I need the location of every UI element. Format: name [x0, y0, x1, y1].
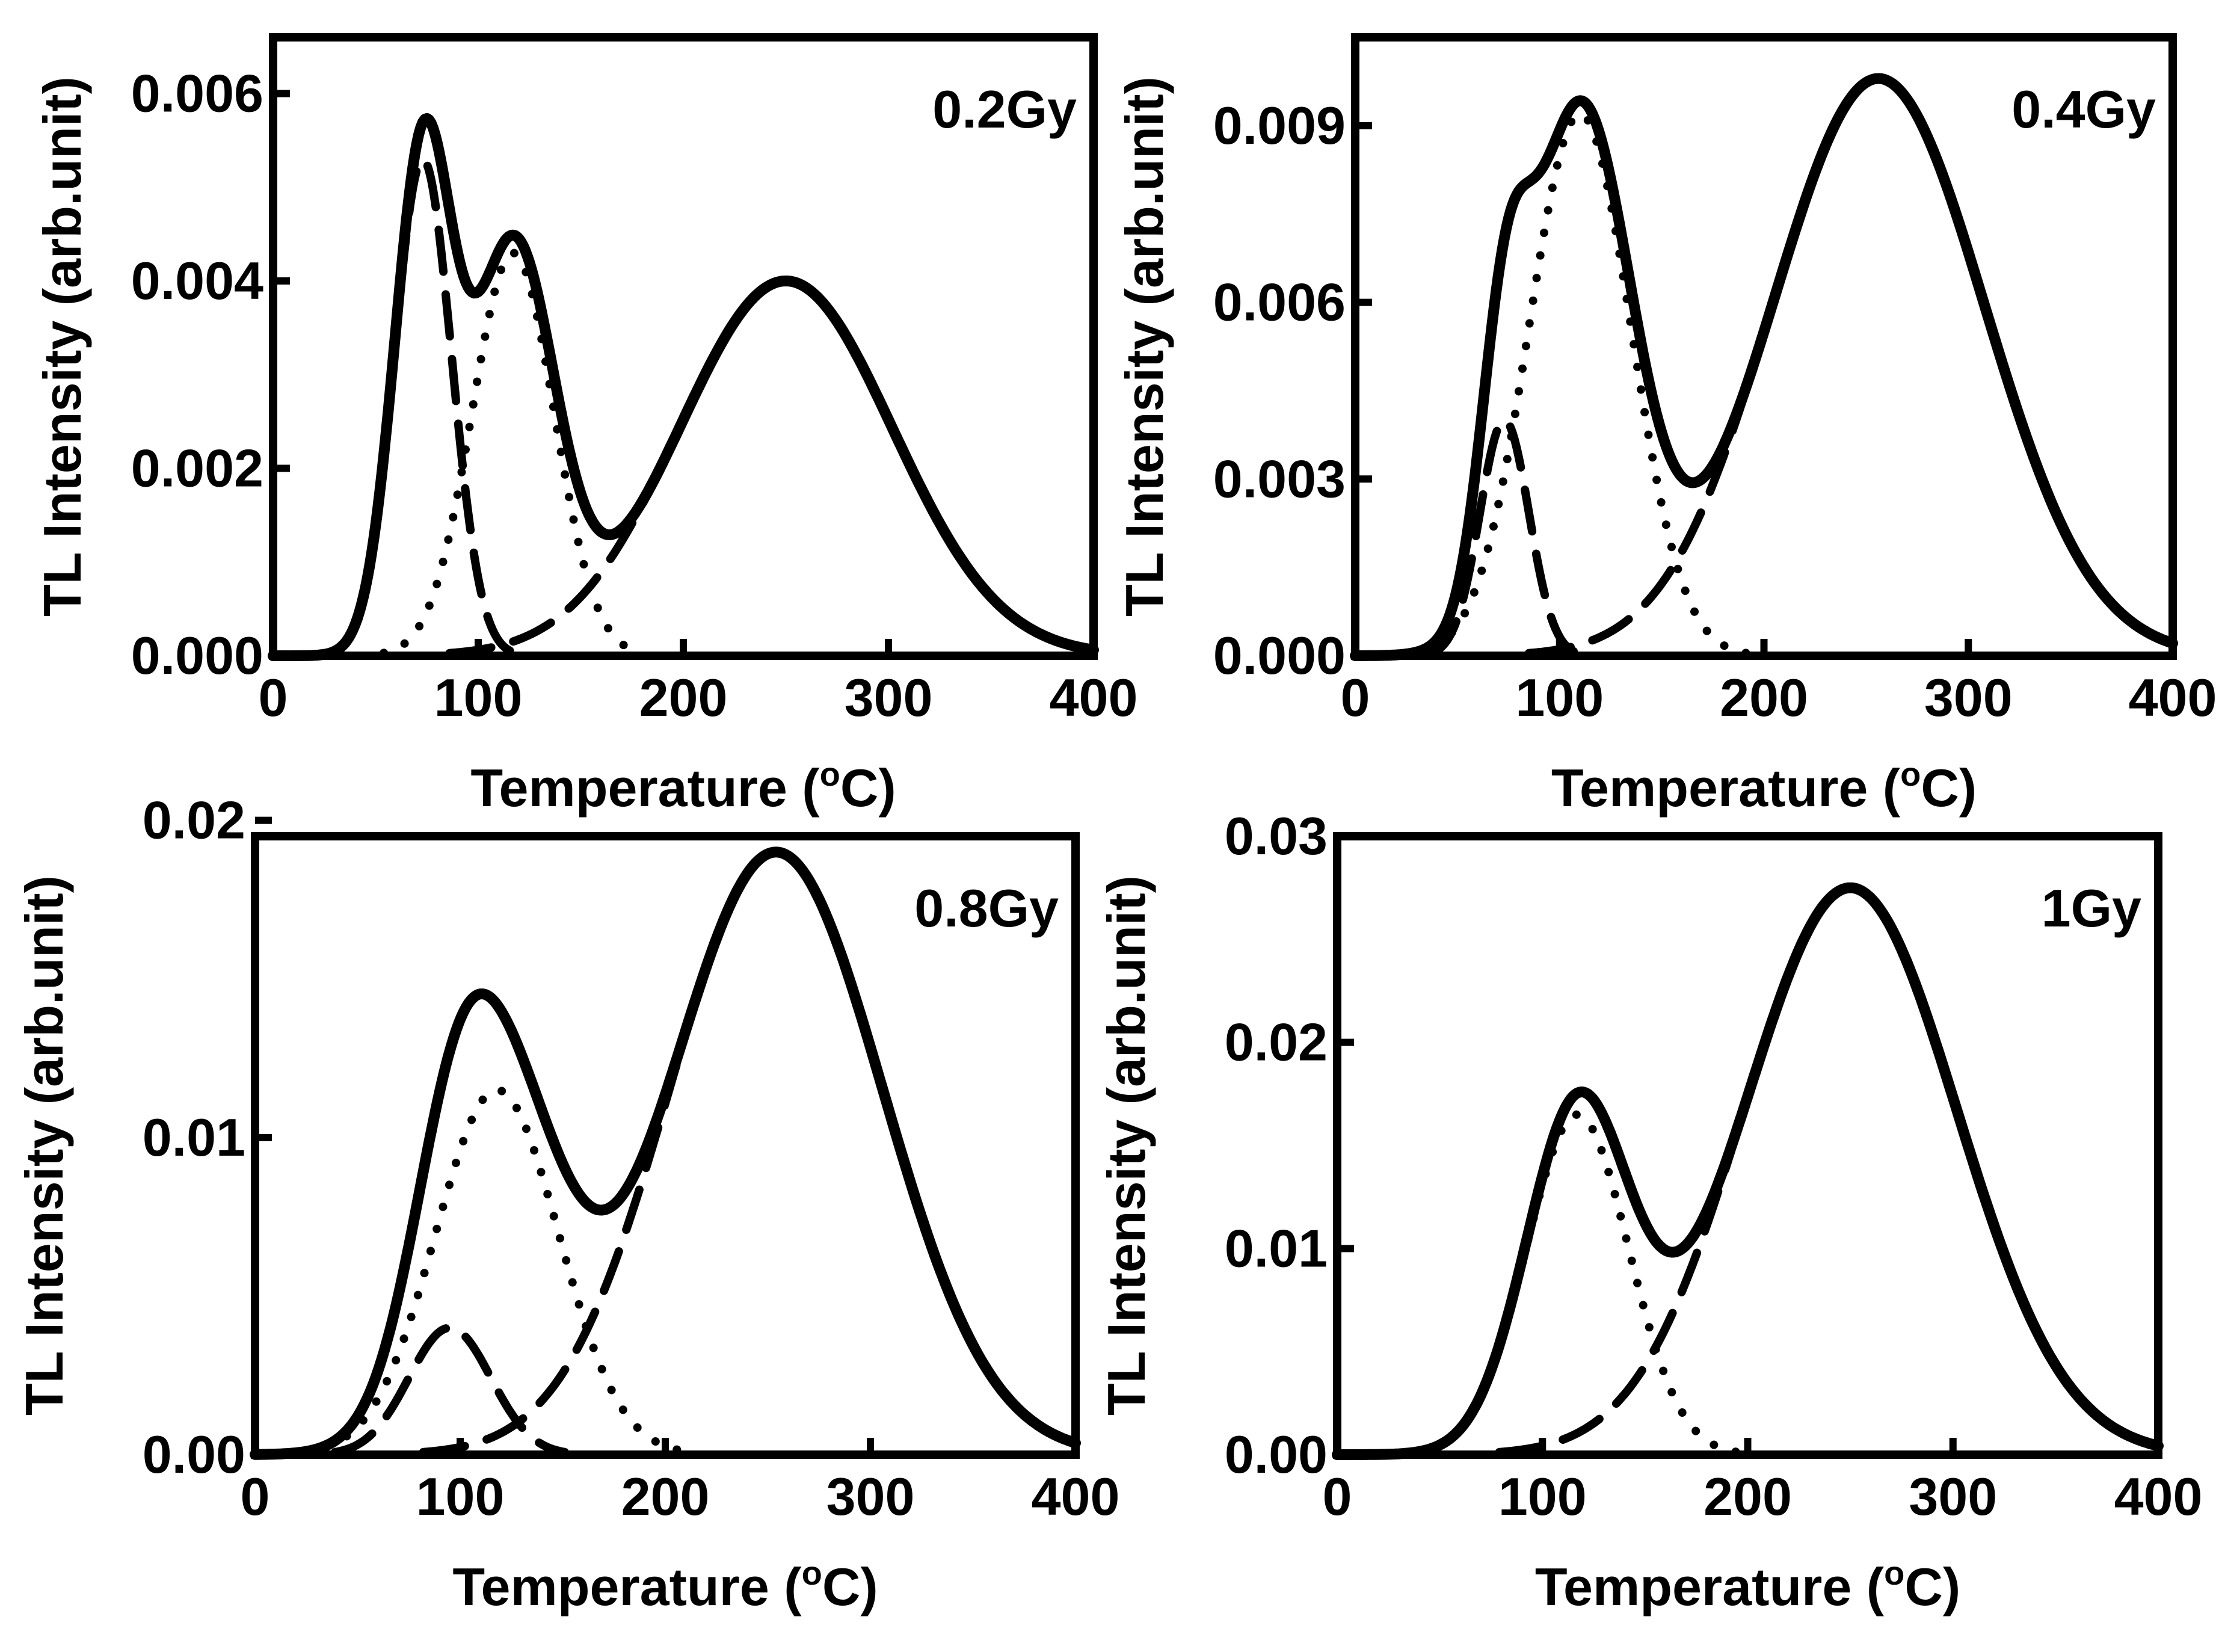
x-axis-title: Temperature (oC)	[452, 1554, 878, 1617]
x-tick-label: 400	[1050, 668, 1138, 727]
x-axis-unit-superscript: o	[1900, 755, 1921, 793]
x-tick-label: 0	[241, 1467, 270, 1526]
x-tick-label: 0	[1323, 1467, 1352, 1526]
chart-panel-3: 0 100 200 300 400 0.00 0.01 0.02 0.8Gy Temperatur…	[14, 791, 1119, 1617]
peak-3-curve	[1524, 74, 2177, 658]
x-axis-title-text: Temperature (	[470, 758, 820, 818]
dose-label: 0.2Gy	[932, 79, 1077, 139]
x-axis-title-text: Temperature (	[1535, 1557, 1885, 1617]
total-glow-curve	[250, 846, 1081, 1460]
x-tick-label: 400	[1032, 1467, 1120, 1526]
x-tick-label: 100	[416, 1467, 505, 1526]
x-axis-unit-superscript: o	[1884, 1554, 1904, 1592]
x-tick-label: 100	[1498, 1467, 1587, 1526]
x-tick-label: 400	[2129, 668, 2216, 727]
x-axis-title: Temperature (oC)	[1535, 1554, 1960, 1617]
x-axis-unit: C)	[1904, 1557, 1960, 1617]
y-tick-label: 0.00	[143, 1425, 245, 1484]
y-axis-title: TL Intensity (arb.unit)	[1097, 875, 1156, 1416]
x-axis-unit-superscript: o	[820, 755, 840, 793]
x-axis-title: Temperature (oC)	[470, 755, 896, 818]
dose-label: 0.4Gy	[2011, 79, 2156, 139]
y-axis-title: TL Intensity (arb.unit)	[14, 875, 74, 1416]
y-tick-label: 0.00	[1225, 1425, 1328, 1484]
x-tick-label: 200	[1720, 668, 1808, 727]
total-glow-curve	[1350, 73, 2178, 661]
x-tick-label: 0	[259, 668, 288, 727]
x-tick-label: 200	[639, 668, 728, 727]
y-tick-label: 0.009	[1213, 96, 1346, 155]
x-axis-title-text: Temperature (	[452, 1557, 802, 1617]
plot-frame	[1333, 832, 2162, 1459]
peak-1-curve	[331, 1324, 569, 1456]
y-tick-label: 0.000	[131, 626, 263, 685]
y-axis-title: TL Intensity (arb.unit)	[1115, 76, 1174, 617]
y-tick-label: 0.004	[131, 251, 263, 310]
dose-label: 0.8Gy	[914, 878, 1059, 938]
x-tick-label: 0	[1341, 668, 1370, 727]
peak-2-curve	[380, 248, 647, 658]
x-tick-label: 300	[845, 668, 933, 727]
peak-1-curve	[326, 155, 520, 658]
chart-panel-2: 0 100 200 300 400 0.000 0.003 0.006 0.009 0.4Gy Te…	[1115, 33, 2216, 818]
x-tick-label: 300	[1924, 668, 2013, 727]
y-tick-label: 0.02	[143, 791, 245, 850]
x-axis-unit: C)	[840, 758, 896, 818]
chart-panel-1: 0 100 200 300 400 0.000 0.002 0.004 0.006 0.2Gy Te…	[32, 33, 1138, 818]
x-axis-title-text: Temperature (	[1551, 758, 1901, 818]
x-axis-unit-superscript: o	[802, 1554, 822, 1592]
y-tick-label: 0.01	[1225, 1218, 1328, 1278]
y-tick-label: 0.01	[143, 1108, 245, 1167]
chart-panel-4: 0 100 200 300 400 0.00 0.01 0.02 0.03 1Gy Temperat…	[1097, 806, 2202, 1617]
y-tick-label: 0.002	[131, 438, 263, 498]
x-tick-label: 100	[434, 668, 523, 727]
x-axis-unit: C)	[1921, 758, 1977, 818]
peak-1-curve	[1426, 416, 1583, 658]
y-tick-label: 0.03	[1225, 806, 1328, 866]
x-axis-title: Temperature (oC)	[1551, 755, 1977, 818]
y-tick-label: 0.000	[1213, 626, 1346, 685]
y-axis-title: TL Intensity (arb.unit)	[32, 76, 92, 617]
x-tick-label: 100	[1515, 668, 1604, 727]
y-tick-label: 0.02	[1225, 1012, 1328, 1072]
x-tick-label: 200	[1704, 1467, 1792, 1526]
y-tick-label: 0.006	[1213, 273, 1346, 332]
y-tick-label: 0.006	[131, 63, 263, 123]
x-tick-label: 300	[1909, 1467, 1997, 1526]
dose-label: 1Gy	[2042, 878, 2141, 938]
total-glow-curve	[268, 112, 1099, 661]
y-tick-label: 0.003	[1213, 449, 1346, 508]
x-tick-label: 300	[826, 1467, 915, 1526]
x-tick-label: 400	[2114, 1467, 2203, 1526]
total-glow-curve	[1332, 882, 2164, 1460]
x-axis-unit: C)	[822, 1557, 878, 1617]
x-tick-label: 200	[621, 1467, 710, 1526]
